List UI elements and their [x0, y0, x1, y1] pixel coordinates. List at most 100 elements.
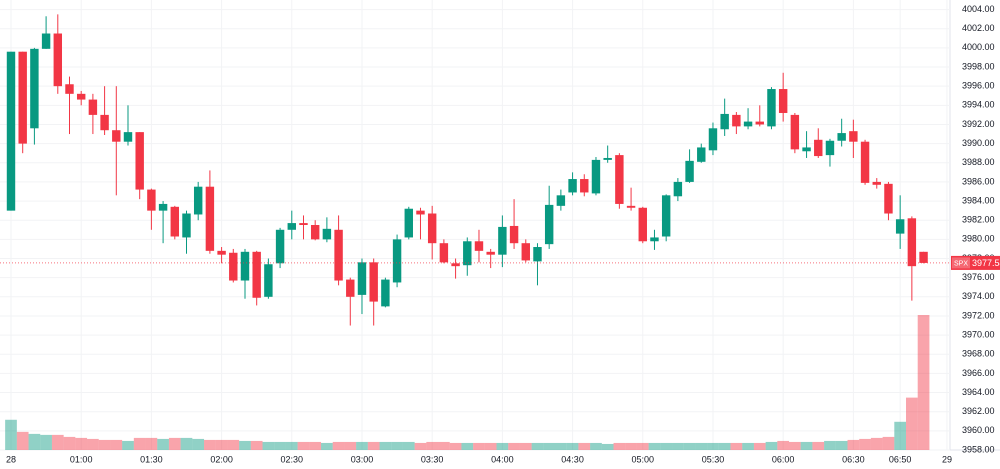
candle-body — [568, 179, 577, 193]
volume-bar — [449, 442, 462, 450]
candle-body — [182, 213, 191, 238]
volume-bar — [765, 441, 778, 450]
candle-body — [322, 228, 332, 240]
volume-bar — [321, 442, 333, 450]
candle-body — [287, 223, 296, 230]
x-tick-label: 06:00 — [772, 454, 795, 464]
volume-bar — [180, 437, 193, 450]
volume-bar — [555, 442, 567, 450]
volume-bar — [63, 436, 76, 450]
volume-bar — [894, 421, 907, 450]
y-tick-label: 3990.00 — [962, 138, 995, 148]
x-tick-label: 06:30 — [842, 454, 865, 464]
candle-body — [626, 205, 636, 208]
volume-bar — [168, 437, 181, 450]
volume-bar — [87, 438, 99, 450]
candle-body — [533, 247, 542, 262]
volume-bar — [508, 442, 520, 450]
volume-bar — [812, 441, 825, 450]
y-tick-label: 3958.00 — [962, 444, 995, 454]
candle-body — [638, 207, 647, 242]
candle-body — [486, 251, 495, 255]
candle-body — [603, 157, 612, 160]
candle-body — [825, 140, 835, 156]
candle-body — [41, 33, 51, 49]
volume-bar — [753, 442, 766, 450]
y-tick-label: 3976.00 — [962, 272, 995, 282]
volume-bar — [204, 439, 216, 450]
candle-body — [158, 203, 168, 211]
candle-body — [872, 181, 881, 185]
volume-bar — [192, 438, 205, 450]
volume-bar — [648, 442, 661, 450]
x-tick-label: 02:30 — [281, 454, 304, 464]
candle-body — [755, 121, 764, 125]
candle-body — [767, 89, 776, 127]
volume-bar — [613, 442, 626, 450]
volume-bar — [28, 433, 41, 450]
candle-body — [591, 159, 601, 194]
y-tick-label: 3974.00 — [962, 291, 995, 301]
candle-body — [310, 225, 320, 240]
candle-body — [895, 219, 905, 234]
y-tick-label: 3996.00 — [962, 81, 995, 91]
candle-body — [919, 251, 928, 263]
volume-bar — [285, 441, 298, 450]
x-tick-label: 01:30 — [140, 454, 163, 464]
candle-body — [907, 218, 917, 267]
volume-bar — [484, 442, 497, 450]
volume-bar — [51, 434, 64, 450]
candle-body — [6, 51, 16, 211]
candle-body — [556, 195, 566, 206]
volume-bar — [601, 443, 614, 450]
y-tick-label: 3960.00 — [962, 425, 995, 435]
candle-body — [474, 241, 484, 251]
volume-bar — [379, 441, 392, 450]
candle-body — [346, 279, 355, 297]
candle-body — [275, 229, 285, 264]
volume-bar — [519, 442, 532, 450]
volume-bar — [98, 439, 111, 450]
volume-bar — [367, 441, 380, 450]
candle-body — [205, 186, 215, 251]
candle-body — [112, 130, 121, 142]
volume-bar — [391, 441, 403, 450]
candle-body — [427, 213, 437, 244]
y-tick-label: 3982.00 — [962, 215, 995, 225]
y-tick-label: 3998.00 — [962, 61, 995, 71]
volume-bar — [215, 439, 228, 450]
y-tick-label: 3992.00 — [962, 119, 995, 129]
volume-bar — [625, 442, 637, 450]
candle-body — [743, 121, 753, 127]
candle-body — [837, 133, 846, 141]
x-tick-label: 01:00 — [70, 454, 93, 464]
candle-body — [720, 113, 729, 130]
candle-body — [76, 93, 86, 100]
x-tick-label: 05:00 — [632, 454, 655, 464]
candle-body — [521, 243, 530, 261]
candle-body — [673, 181, 683, 197]
y-tick-label: 3966.00 — [962, 368, 995, 378]
symbol-box — [952, 257, 970, 269]
x-tick-label: 03:30 — [421, 454, 444, 464]
candle-body — [100, 114, 109, 131]
volume-bar — [777, 440, 790, 450]
candle-body — [252, 251, 261, 298]
candle-body — [697, 147, 706, 162]
volume-bar — [250, 440, 263, 450]
candle-body — [357, 262, 367, 295]
volume-bar — [847, 439, 860, 450]
candle-body — [509, 225, 519, 244]
candle-body — [650, 237, 659, 242]
volume-bar — [718, 442, 731, 450]
volume-bar — [590, 442, 602, 450]
y-tick-label: 4002.00 — [962, 23, 995, 33]
candle-body — [685, 160, 694, 182]
volume-bar — [800, 441, 813, 450]
volume-bar — [859, 438, 871, 450]
volume-bar — [683, 442, 696, 450]
volume-bar — [531, 442, 544, 450]
volume-bar — [227, 439, 240, 450]
candle-body — [463, 241, 472, 266]
candle-body — [778, 89, 788, 113]
